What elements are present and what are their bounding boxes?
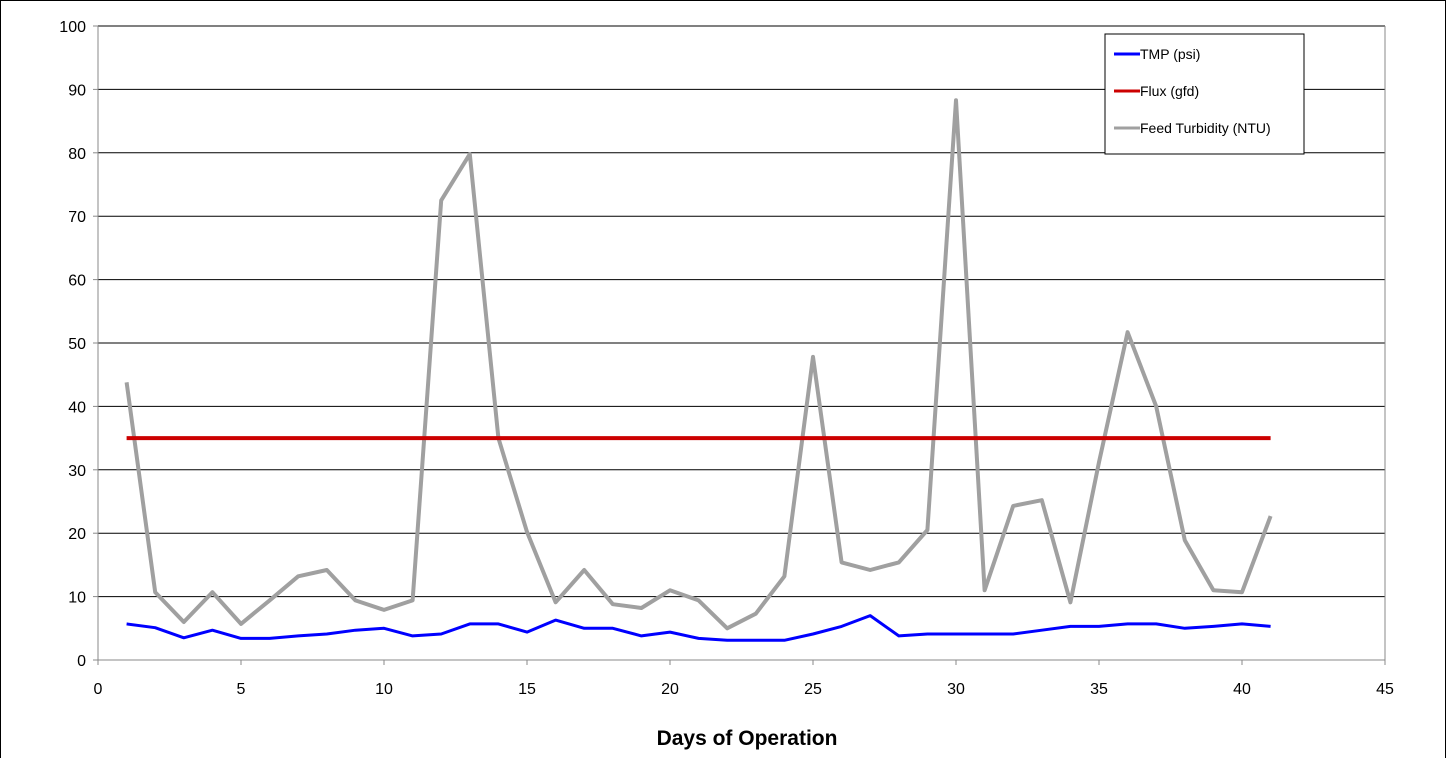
y-tick-label: 70 [68, 209, 86, 226]
y-tick-label: 60 [68, 273, 86, 290]
x-axis-label: Days of Operation [657, 727, 838, 750]
legend-label: TMP (psi) [1140, 46, 1200, 62]
series-line-tmp-psi [126, 614, 1271, 642]
x-tick-label: 10 [375, 681, 393, 698]
y-tick-label: 50 [68, 336, 86, 353]
legend-label: Flux (gfd) [1140, 83, 1199, 99]
y-tick-label: 40 [68, 399, 86, 416]
x-tick-label: 40 [1233, 681, 1251, 698]
y-tick-label: 10 [68, 590, 86, 607]
legend-label: Feed Turbidity (NTU) [1140, 120, 1271, 136]
series-lines [124, 98, 1273, 642]
y-tick-label: 20 [68, 526, 86, 543]
x-tick-label: 0 [94, 681, 103, 698]
x-tick-label: 45 [1376, 681, 1394, 698]
x-tick-label: 35 [1090, 681, 1108, 698]
legend-box [1104, 33, 1305, 155]
y-tick-label: 90 [68, 82, 86, 99]
y-tick-label: 0 [77, 653, 86, 670]
series-line-feed-turbidity-ntu [124, 98, 1273, 631]
x-tick-label: 25 [804, 681, 822, 698]
legend: TMP (psi) Flux (gfd) Feed Turbidity (NTU) [1104, 33, 1305, 155]
x-tick-label: 15 [518, 681, 536, 698]
tick-labels: 0 10 20 30 40 50 60 70 80 90 100 0 5 10 15 20 25 30 35 40 45 [59, 19, 1394, 698]
x-tick-label: 30 [947, 681, 965, 698]
y-tick-label: 30 [68, 463, 86, 480]
x-tick-label: 20 [661, 681, 679, 698]
y-tick-label: 100 [59, 19, 86, 36]
y-tick-label: 80 [68, 146, 86, 163]
x-tick-label: 5 [237, 681, 246, 698]
